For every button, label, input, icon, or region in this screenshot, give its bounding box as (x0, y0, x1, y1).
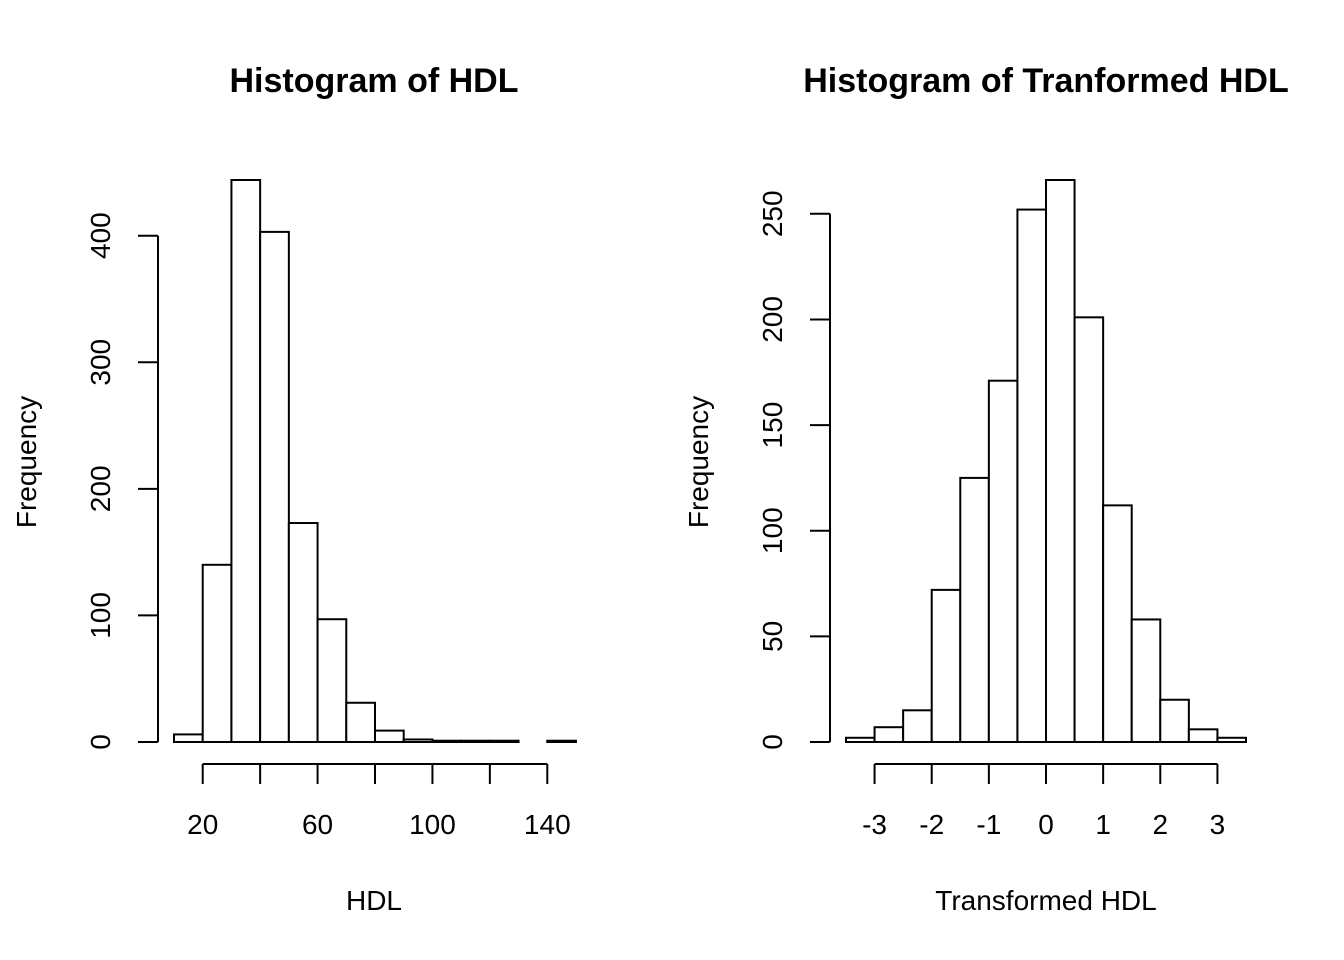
histogram-bar (1073, 316, 1105, 743)
x-axis: 20 60 100 140 (187, 763, 571, 840)
histogram-bar (402, 738, 434, 743)
histogram-bar (374, 729, 405, 743)
x-tick-label: 60 (302, 809, 333, 840)
x-axis: -3 -2 -1 0 1 2 3 (862, 763, 1226, 840)
y-tick-label: 150 (757, 402, 788, 449)
histogram-bar (987, 379, 1019, 743)
histogram-bar (287, 522, 319, 743)
histogram-bar (345, 701, 376, 744)
y-tick-label: 250 (757, 190, 788, 237)
x-tick-label: 20 (187, 809, 218, 840)
histogram-bar (230, 179, 262, 743)
x-tick-label: 100 (409, 809, 456, 840)
y-axis-label: Frequency (11, 396, 42, 528)
x-tick-label: 1 (1095, 809, 1111, 840)
histogram-bar (546, 739, 577, 744)
y-tick-label: 200 (757, 296, 788, 343)
y-tick-label: 100 (757, 507, 788, 554)
histogram-bar (1159, 698, 1190, 744)
histogram-bar (460, 739, 491, 744)
transformed-hdl-histogram-panel: Histogram of Tranformed HDL Transformed … (683, 62, 1289, 916)
y-axis-label: Frequency (683, 396, 714, 528)
histogram-bar (902, 709, 933, 744)
y-tick-label: 400 (85, 212, 116, 259)
histogram-bar (1016, 208, 1048, 744)
x-tick-label: 2 (1152, 809, 1168, 840)
histogram-bar (959, 476, 990, 743)
histogram-bar (845, 736, 876, 743)
x-tick-label: -1 (976, 809, 1001, 840)
histogram-bar (431, 739, 463, 744)
x-tick-label: 3 (1210, 809, 1226, 840)
histogram-bar (1187, 728, 1219, 743)
hdl-histogram-panel: Histogram of HDL HDL Frequency 20 60 100 14… (11, 62, 577, 916)
x-tick-label: -3 (862, 809, 887, 840)
histogram-bar (930, 588, 962, 743)
histogram-bar (1102, 504, 1133, 743)
y-tick-label: 0 (757, 734, 788, 750)
chart-title: Histogram of HDL (230, 62, 519, 100)
x-axis-label: Transformed HDL (935, 885, 1156, 916)
x-tick-label: -2 (919, 809, 944, 840)
histogram-bar (1130, 618, 1162, 743)
histogram-bar (1045, 179, 1076, 743)
x-tick-label: 140 (524, 809, 571, 840)
y-tick-label: 200 (85, 465, 116, 512)
x-tick-label: 0 (1038, 809, 1054, 840)
y-tick-label: 100 (85, 592, 116, 639)
y-tick-label: 0 (85, 734, 116, 750)
transformed-hdl-bars (845, 179, 1248, 744)
hdl-bars (173, 179, 577, 744)
histogram-bar (873, 726, 905, 743)
y-tick-label: 50 (757, 621, 788, 652)
histogram-bar (173, 733, 204, 743)
histogram-bar (488, 739, 520, 744)
histogram-bar (1216, 736, 1248, 743)
chart-title: Histogram of Tranformed HDL (803, 62, 1288, 100)
y-tick-label: 300 (85, 339, 116, 386)
histogram-bar (201, 563, 233, 743)
histogram-bar (259, 230, 290, 743)
x-axis-label: HDL (346, 885, 402, 916)
y-axis: 0 100 200 300 400 (85, 212, 159, 750)
histogram-bar (316, 618, 348, 743)
y-axis: 0 50 100 150 200 250 (757, 190, 831, 750)
